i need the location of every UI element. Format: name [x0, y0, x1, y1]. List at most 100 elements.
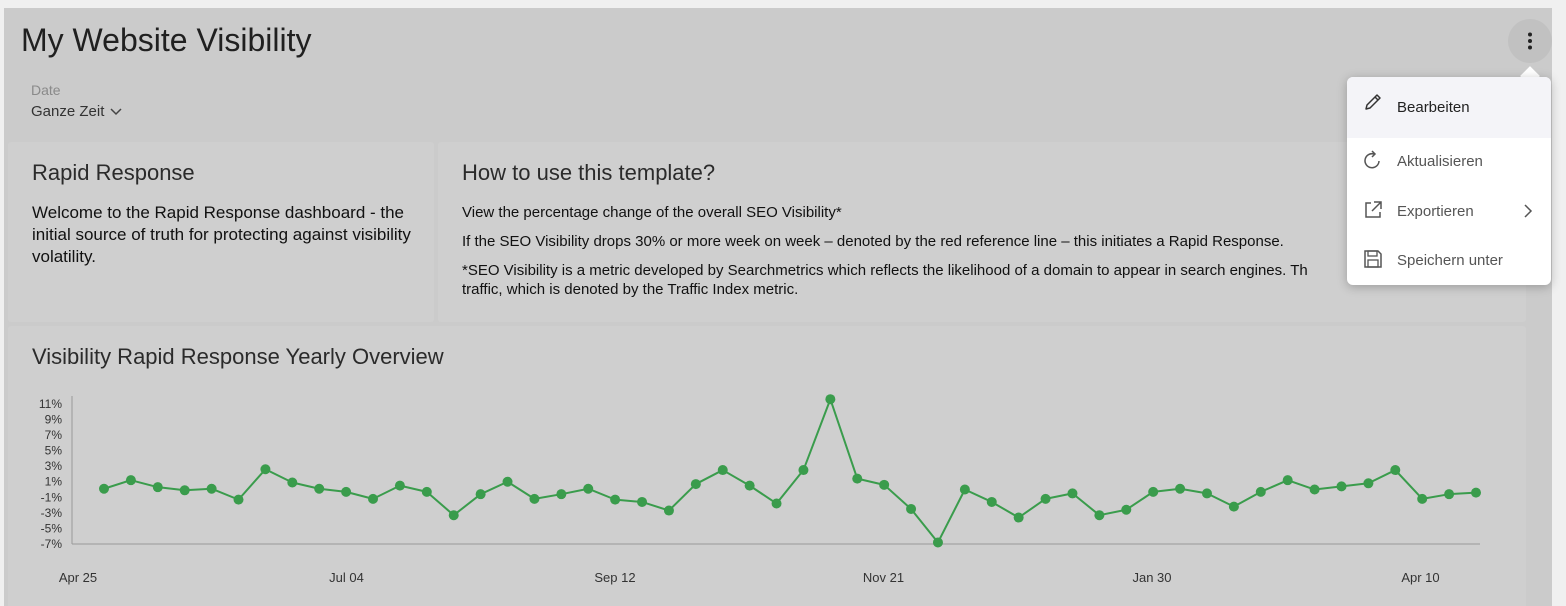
save-icon: [1364, 250, 1382, 268]
y-tick-label: -5%: [41, 521, 63, 535]
chevron-right-icon: [1524, 204, 1533, 218]
data-point: [852, 473, 863, 484]
data-point: [798, 465, 809, 476]
y-tick-label: -1%: [41, 490, 63, 504]
data-point: [368, 493, 379, 504]
data-point: [1417, 493, 1428, 504]
data-point: [99, 483, 109, 494]
data-point: [1282, 475, 1293, 486]
data-point: [932, 537, 943, 548]
data-point: [1175, 483, 1186, 494]
data-point: [1444, 489, 1455, 500]
data-point: [341, 486, 352, 497]
y-tick-label: 3%: [45, 459, 63, 473]
data-point: [906, 503, 917, 514]
visibility-line-chart: 11%9% 7% 5%3% 1%-1% -3%-5% -7% Apr 25 Jul 04 Sep…: [39, 394, 1481, 585]
menu-item-label: Bearbeiten: [1397, 99, 1470, 116]
data-point: [744, 480, 755, 491]
data-point: [206, 483, 217, 494]
data-point: [152, 482, 163, 493]
how-to-card: How to use this template? View the perce…: [438, 142, 1526, 322]
menu-item-label: Aktualisieren: [1397, 152, 1483, 170]
y-tick-label: -7%: [41, 537, 63, 551]
dashboard-header: My Website Visibility Date Ganze Zeit: [4, 8, 1552, 138]
refresh-icon: [1364, 150, 1380, 169]
data-point: [556, 489, 567, 500]
dashboard: My Website Visibility Date Ganze Zeit Ra…: [4, 8, 1552, 606]
data-point: [475, 489, 486, 500]
data-point: [1040, 493, 1051, 504]
data-point: [610, 494, 621, 505]
data-point: [502, 476, 513, 487]
how-to-line: View the percentage change of the overal…: [462, 204, 842, 221]
more-options-button[interactable]: [1508, 19, 1552, 63]
how-to-line: traffic, which is denoted by the Traffic…: [462, 281, 799, 298]
data-point: [125, 475, 136, 486]
export-icon: [1365, 201, 1382, 218]
data-point: [583, 483, 594, 494]
data-point: [1121, 504, 1132, 515]
data-point: [1471, 487, 1481, 498]
data-point: [1201, 488, 1212, 499]
data-point: [879, 479, 890, 490]
menu-item-label: Speichern unter: [1397, 251, 1503, 269]
data-point: [959, 484, 970, 495]
rapid-response-title: Rapid Response: [32, 160, 195, 185]
data-point: [1228, 501, 1239, 512]
menu-item-edit[interactable]: Bearbeiten: [1347, 77, 1551, 138]
menu-item-save-as[interactable]: Speichern unter: [1347, 234, 1551, 286]
y-tick-label: 5%: [45, 444, 63, 458]
data-point: [1390, 465, 1401, 476]
menu-item-export[interactable]: Exportieren: [1347, 185, 1551, 237]
how-to-title: How to use this template?: [462, 160, 716, 185]
data-point: [394, 480, 405, 491]
data-point: [663, 505, 674, 516]
data-point: [986, 496, 997, 507]
data-point: [179, 485, 190, 496]
data-point: [637, 496, 648, 507]
series-line: [103, 398, 1477, 544]
data-point: [314, 483, 325, 494]
data-point: [717, 465, 728, 476]
data-point: [260, 464, 271, 475]
data-point: [1148, 486, 1159, 497]
y-tick-label: 7%: [45, 428, 63, 442]
rapid-response-card: Rapid Response Welcome to the Rapid Resp…: [8, 142, 434, 322]
rapid-response-text: Welcome to the Rapid Response dashboard …: [32, 203, 411, 266]
chart-card: Visibility Rapid Response Yearly Overvie…: [8, 326, 1526, 606]
x-tick-label: Jul 04: [329, 570, 364, 585]
pencil-icon: [1365, 94, 1381, 110]
x-tick-label: Sep 12: [594, 570, 635, 585]
x-tick-label: Apr 25: [59, 570, 97, 585]
more-vert-icon: [1528, 32, 1532, 50]
data-point: [690, 479, 701, 490]
y-tick-label: 11%: [39, 397, 62, 411]
data-point: [1067, 488, 1078, 499]
data-point: [233, 494, 244, 505]
data-point: [1013, 512, 1024, 523]
x-tick-label: Apr 10: [1401, 570, 1439, 585]
menu-item-refresh[interactable]: Aktualisieren: [1347, 135, 1551, 187]
chart-title: Visibility Rapid Response Yearly Overvie…: [32, 344, 444, 369]
data-point: [1363, 478, 1374, 489]
x-tick-label: Jan 30: [1132, 570, 1171, 585]
data-point: [771, 498, 782, 509]
date-filter-value: Ganze Zeit: [31, 103, 105, 120]
data-point: [1309, 484, 1320, 495]
data-point: [1255, 486, 1266, 497]
x-tick-label: Nov 21: [863, 570, 904, 585]
how-to-line: If the SEO Visibility drops 30% or more …: [462, 233, 1284, 250]
y-tick-label: 1%: [45, 475, 63, 489]
date-filter-label: Date: [31, 82, 61, 98]
y-tick-label: 9%: [45, 412, 63, 426]
data-point: [287, 477, 298, 488]
y-tick-label: -3%: [41, 506, 63, 520]
date-filter-dropdown[interactable]: Ganze Zeit: [31, 103, 122, 120]
data-point: [529, 493, 540, 504]
chevron-down-icon: [110, 107, 122, 115]
data-point: [1336, 481, 1347, 492]
options-menu: Bearbeiten Aktualisieren Exportieren Spe…: [1347, 77, 1551, 285]
how-to-line: *SEO Visibility is a metric developed by…: [462, 262, 1308, 279]
page-title: My Website Visibility: [21, 22, 312, 58]
data-point: [448, 510, 459, 521]
